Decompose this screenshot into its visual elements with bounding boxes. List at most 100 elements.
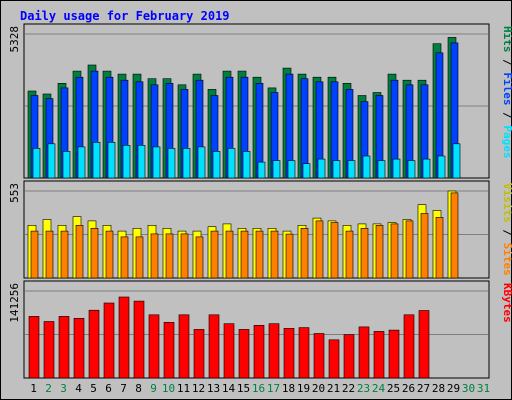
panel-visits: 553 Visits / Sites xyxy=(8,180,512,279)
bar-kbytes-day-1 xyxy=(28,316,40,379)
chart-title: Daily usage for February 2019 xyxy=(20,9,230,23)
x-tick-label-day-24: 24 xyxy=(372,382,386,395)
x-tick-label-day-16: 16 xyxy=(252,382,265,395)
bar-pages-day-1 xyxy=(32,148,41,179)
bar-kbytes-day-8 xyxy=(133,300,145,379)
bar-sites-day-8 xyxy=(135,236,144,279)
x-tick-label-day-25: 25 xyxy=(387,382,400,395)
bar-pages-day-9 xyxy=(152,146,161,179)
x-tick-label-day-31: 31 xyxy=(477,382,490,395)
x-tick-label-day-29: 29 xyxy=(447,382,460,395)
x-tick-label-day-10: 10 xyxy=(162,382,175,395)
bar-sites-day-10 xyxy=(165,233,174,279)
bar-kbytes-day-2 xyxy=(43,321,55,379)
x-tick-label-day-6: 6 xyxy=(105,382,112,395)
x-tick-label-day-3: 3 xyxy=(60,382,67,395)
axis-label-segment: Visits xyxy=(501,183,512,223)
axis-label-segment: Sites xyxy=(501,243,512,276)
panel-hits-ymax-label: 5328 xyxy=(8,26,21,53)
axis-label-segment: / xyxy=(501,223,512,243)
x-tick-label-day-15: 15 xyxy=(237,382,250,395)
bar-pages-day-23 xyxy=(362,155,371,179)
x-tick-label-day-1: 1 xyxy=(30,382,37,395)
x-tick-label-day-5: 5 xyxy=(90,382,97,395)
bar-sites-day-24 xyxy=(375,225,384,279)
bar-kbytes-day-15 xyxy=(238,329,250,379)
bar-sites-day-4 xyxy=(75,225,84,279)
bar-pages-day-7 xyxy=(122,145,131,179)
bar-sites-day-1 xyxy=(30,230,39,279)
bar-sites-day-16 xyxy=(255,230,264,279)
bar-pages-day-19 xyxy=(302,163,311,179)
bar-sites-day-2 xyxy=(45,230,54,279)
chart-panels: 5328 Hits / Files / Pages 553 Visits / Site… xyxy=(8,23,512,379)
bar-sites-day-18 xyxy=(285,233,294,279)
series-kbytes xyxy=(28,296,430,379)
x-tick-label-day-12: 12 xyxy=(192,382,205,395)
bar-kbytes-day-26 xyxy=(403,314,415,379)
bar-kbytes-day-11 xyxy=(178,314,190,379)
bar-kbytes-day-20 xyxy=(313,333,325,379)
bar-kbytes-day-5 xyxy=(88,309,100,379)
bar-kbytes-day-10 xyxy=(163,321,175,379)
bar-kbytes-day-4 xyxy=(73,317,85,379)
bar-pages-day-4 xyxy=(77,146,86,179)
bar-sites-day-20 xyxy=(315,220,324,279)
bar-kbytes-day-27 xyxy=(418,310,430,379)
bar-pages-day-24 xyxy=(377,160,386,179)
bar-kbytes-day-19 xyxy=(298,327,310,379)
bar-sites-day-26 xyxy=(405,220,414,279)
x-tick-label-day-13: 13 xyxy=(207,382,220,395)
bar-kbytes-day-7 xyxy=(118,296,130,379)
bar-pages-day-20 xyxy=(317,158,326,179)
bar-kbytes-day-22 xyxy=(343,334,355,379)
bar-pages-day-18 xyxy=(287,160,296,179)
bar-sites-day-21 xyxy=(330,222,339,279)
bar-kbytes-day-17 xyxy=(268,323,280,379)
bar-pages-day-14 xyxy=(227,148,236,179)
x-tick-label-day-26: 26 xyxy=(402,382,415,395)
x-tick-label-day-30: 30 xyxy=(462,382,475,395)
x-tick-label-day-8: 8 xyxy=(135,382,142,395)
bar-kbytes-day-14 xyxy=(223,323,235,379)
x-axis-tick-labels: 1 2 3 4 5 6 7 8 9 10 11 12 13 14 15 16 17 18 19 20 21 22 23 24 2… xyxy=(30,382,490,395)
x-tick-label-day-28: 28 xyxy=(432,382,445,395)
bar-sites-day-28 xyxy=(435,217,444,279)
panel-kbytes-ymax-label: 141256 xyxy=(8,283,21,323)
bar-kbytes-day-3 xyxy=(58,316,70,379)
axis-label-segment: Hits xyxy=(501,26,512,53)
bar-pages-day-6 xyxy=(107,142,116,179)
panel-kbytes-axis-label: KBytes xyxy=(501,283,512,323)
bar-pages-day-13 xyxy=(212,151,221,179)
panel-visits-axis-label: Visits / Sites xyxy=(501,183,512,276)
bar-sites-day-14 xyxy=(225,230,234,279)
bar-pages-day-25 xyxy=(392,158,401,179)
bar-sites-day-13 xyxy=(210,230,219,279)
bar-sites-day-3 xyxy=(60,230,69,279)
bar-pages-day-22 xyxy=(347,160,356,179)
x-tick-label-day-27: 27 xyxy=(417,382,430,395)
series-sites xyxy=(30,192,459,279)
bar-sites-day-6 xyxy=(105,230,114,279)
bar-files-day-19 xyxy=(300,78,309,179)
x-tick-label-day-20: 20 xyxy=(312,382,325,395)
panel-hits-axis-label: Hits / Files / Pages xyxy=(501,26,512,159)
bar-sites-day-7 xyxy=(120,236,129,279)
bar-kbytes-day-9 xyxy=(148,314,160,379)
bar-pages-day-15 xyxy=(242,151,251,179)
bar-sites-day-19 xyxy=(300,228,309,279)
bar-kbytes-day-16 xyxy=(253,324,265,379)
panel-kbytes: 141256 KBytes xyxy=(8,280,512,379)
bar-pages-day-17 xyxy=(272,160,281,179)
bar-sites-day-12 xyxy=(195,236,204,279)
bar-sites-day-22 xyxy=(345,230,354,279)
bar-kbytes-day-24 xyxy=(373,331,385,379)
axis-label-segment: / xyxy=(501,53,512,73)
bar-pages-day-21 xyxy=(332,160,341,179)
bar-pages-day-27 xyxy=(422,158,431,179)
bar-kbytes-day-6 xyxy=(103,302,115,379)
bar-sites-day-25 xyxy=(390,223,399,279)
x-tick-label-day-2: 2 xyxy=(45,382,52,395)
bar-pages-day-29 xyxy=(452,143,461,179)
